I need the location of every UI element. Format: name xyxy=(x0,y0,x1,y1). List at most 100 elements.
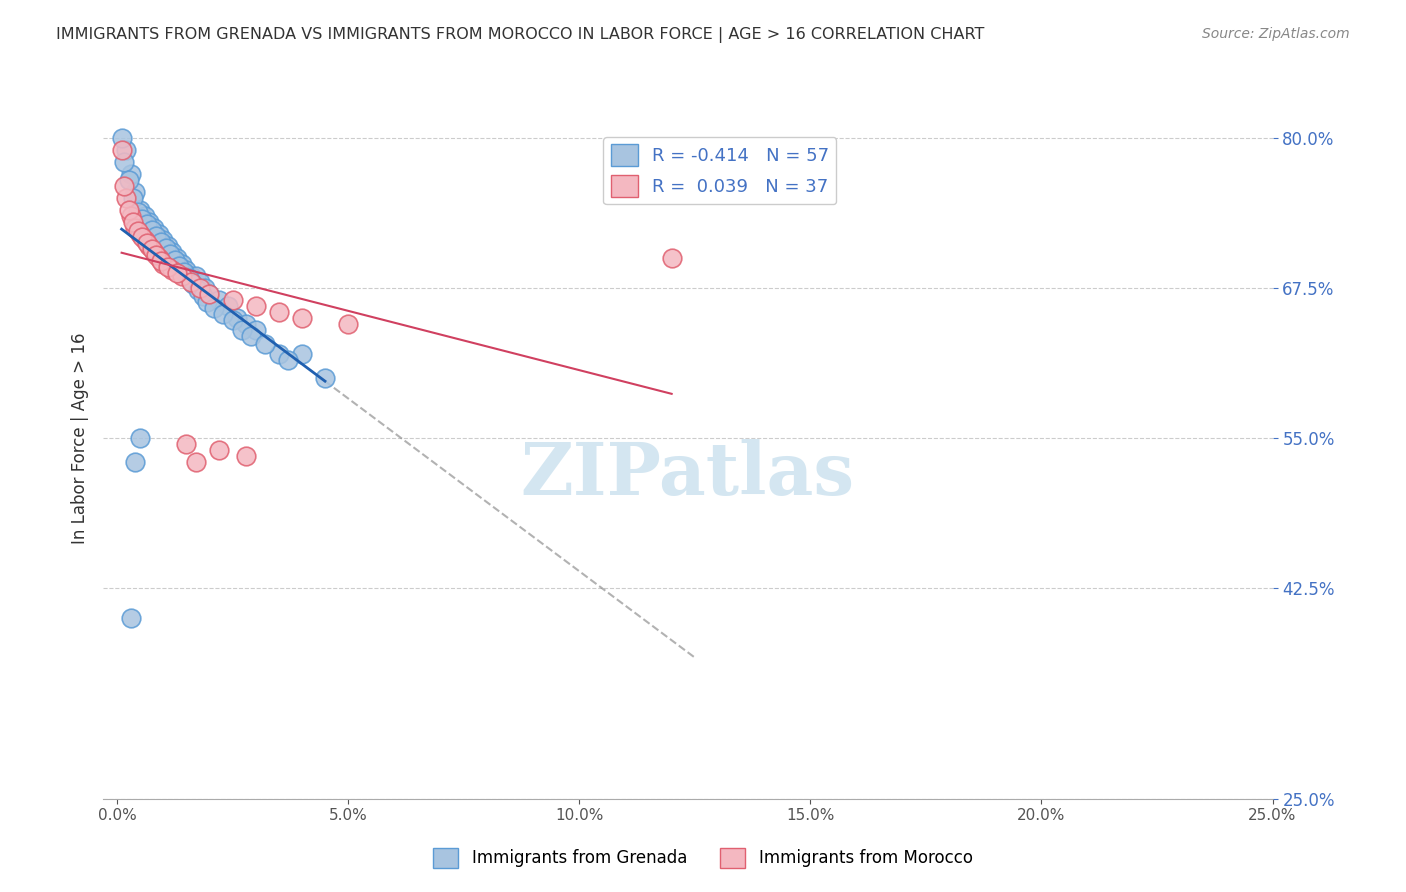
Point xyxy=(184,455,207,469)
Point xyxy=(208,293,231,307)
Point xyxy=(187,283,209,297)
Point xyxy=(156,239,179,253)
Point xyxy=(180,268,202,283)
Point xyxy=(267,347,290,361)
Point xyxy=(143,244,166,259)
Point xyxy=(120,209,142,223)
Point xyxy=(155,241,177,255)
Point xyxy=(152,257,174,271)
Point xyxy=(176,437,198,451)
Point xyxy=(173,265,195,279)
Point xyxy=(231,323,253,337)
Point xyxy=(115,143,138,157)
Point xyxy=(127,205,149,219)
Point xyxy=(166,251,188,265)
Point xyxy=(184,268,207,283)
Point xyxy=(176,262,198,277)
Point xyxy=(149,235,172,249)
Point xyxy=(149,254,172,268)
Point xyxy=(212,307,235,321)
Point xyxy=(163,253,186,268)
Point xyxy=(169,259,191,273)
Point xyxy=(235,449,257,463)
Point xyxy=(112,178,135,193)
Point xyxy=(129,431,152,445)
Legend: R = -0.414   N = 57, R =  0.039   N = 37: R = -0.414 N = 57, R = 0.039 N = 37 xyxy=(603,137,837,204)
Point xyxy=(145,248,167,262)
Point xyxy=(112,154,135,169)
Point xyxy=(195,295,218,310)
Point xyxy=(122,215,145,229)
Point xyxy=(217,299,239,313)
Point xyxy=(245,299,267,313)
Point xyxy=(129,227,152,241)
Point xyxy=(136,217,159,231)
Point xyxy=(152,233,174,247)
Point xyxy=(131,212,153,227)
Point xyxy=(198,286,221,301)
Point xyxy=(134,233,156,247)
Point xyxy=(136,236,159,251)
Point xyxy=(117,202,139,217)
Point xyxy=(226,310,249,325)
Point xyxy=(208,443,231,458)
Point xyxy=(202,301,225,316)
Point xyxy=(141,223,163,237)
Point xyxy=(124,455,146,469)
Point xyxy=(124,185,146,199)
Point xyxy=(177,271,200,285)
Point xyxy=(170,257,193,271)
Point xyxy=(122,191,145,205)
Point xyxy=(134,209,156,223)
Point xyxy=(124,220,146,235)
Point xyxy=(240,329,263,343)
Point xyxy=(291,310,314,325)
Point xyxy=(148,227,170,241)
Point xyxy=(120,611,142,625)
Point xyxy=(235,317,257,331)
Point xyxy=(110,130,132,145)
Point xyxy=(221,313,243,327)
Point xyxy=(245,323,267,337)
Point xyxy=(253,337,276,351)
Point xyxy=(221,293,243,307)
Text: IMMIGRANTS FROM GRENADA VS IMMIGRANTS FROM MOROCCO IN LABOR FORCE | AGE > 16 COR: IMMIGRANTS FROM GRENADA VS IMMIGRANTS FR… xyxy=(56,27,984,43)
Point xyxy=(337,317,360,331)
Point xyxy=(129,202,152,217)
Point xyxy=(120,167,142,181)
Text: Source: ZipAtlas.com: Source: ZipAtlas.com xyxy=(1202,27,1350,41)
Point xyxy=(194,281,217,295)
Point xyxy=(191,289,214,303)
Point xyxy=(120,46,142,61)
Point xyxy=(131,230,153,244)
Point xyxy=(291,347,314,361)
Point xyxy=(110,143,132,157)
Point xyxy=(162,262,184,277)
Point xyxy=(159,247,181,261)
Point xyxy=(166,266,188,280)
Point xyxy=(162,244,184,259)
Point xyxy=(138,239,160,253)
Point xyxy=(314,371,336,385)
Point xyxy=(180,275,202,289)
Point xyxy=(145,229,167,244)
Point xyxy=(188,275,211,289)
Point xyxy=(188,281,211,295)
Point xyxy=(198,286,221,301)
Point xyxy=(141,243,163,257)
Point xyxy=(156,260,179,275)
Point xyxy=(181,277,204,292)
Point xyxy=(143,220,166,235)
Text: ZIPatlas: ZIPatlas xyxy=(520,439,855,509)
Point xyxy=(115,191,138,205)
Point xyxy=(267,305,290,319)
Y-axis label: In Labor Force | Age > 16: In Labor Force | Age > 16 xyxy=(72,333,89,544)
Legend: Immigrants from Grenada, Immigrants from Morocco: Immigrants from Grenada, Immigrants from… xyxy=(426,841,980,875)
Point xyxy=(148,251,170,265)
Point xyxy=(170,268,193,283)
Point xyxy=(138,215,160,229)
Point xyxy=(127,224,149,238)
Point xyxy=(661,251,683,265)
Point xyxy=(117,172,139,186)
Point xyxy=(277,353,299,368)
